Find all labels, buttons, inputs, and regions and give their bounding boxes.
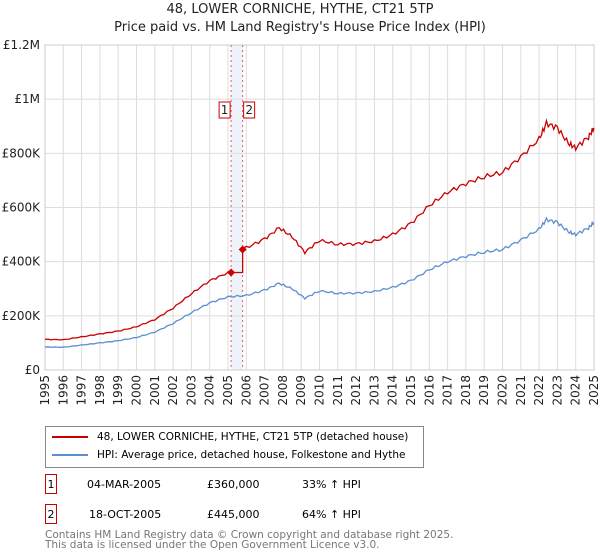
x-tick-label: 2015 — [404, 375, 418, 406]
x-tick-label: 2021 — [514, 375, 528, 406]
sale-price: £360,000 — [207, 477, 260, 491]
sale-point-1 — [227, 268, 236, 277]
sale-date: 04-MAR-2005 — [87, 477, 162, 491]
plot-frame — [44, 44, 595, 371]
sale-label-box-2 — [243, 101, 256, 119]
x-tick-label: 2012 — [349, 375, 363, 406]
x-tick-label: 1998 — [93, 375, 107, 406]
y-tick-label: £0 — [25, 363, 40, 377]
y-tick-label: £800K — [2, 146, 42, 160]
y-tick-label: £200K — [2, 309, 42, 323]
chart-plot: 1995 1996 1997 1998 1999 2000 2001 2002 2003 2004… — [2, 38, 600, 406]
y-tick-label: £1.2M — [3, 38, 40, 52]
x-tick-label: 1995 — [38, 375, 52, 406]
chart-title: 48, LOWER CORNICHE, HYTHE, CT21 5TP — [166, 2, 434, 17]
x-tick-label: 2008 — [276, 375, 290, 406]
sale-label-1: 1 — [221, 103, 229, 117]
footer-line-1: Contains HM Land Registry data © Crown c… — [45, 529, 454, 541]
x-tick-label: 2024 — [569, 375, 583, 406]
x-tick-label: 2023 — [550, 375, 564, 406]
x-tick-label: 2020 — [496, 375, 510, 406]
x-tick-label: 2003 — [184, 375, 198, 406]
sale-row-2: 2 18-OCT-2005 £445,000 64% ↑ HPI — [45, 504, 361, 524]
x-tick-label: 2007 — [258, 375, 272, 406]
x-tick-label: 2009 — [294, 375, 308, 406]
x-tick-label: 2014 — [386, 375, 400, 406]
x-tick-label: 2022 — [532, 375, 546, 406]
x-tick-label: 2004 — [203, 375, 217, 406]
legend-red-line — [52, 436, 88, 438]
legend-red-label: 48, LOWER CORNICHE, HYTHE, CT21 5TP (det… — [97, 431, 409, 443]
x-tick-label: 2001 — [148, 375, 162, 406]
x-tick-label: 2000 — [130, 375, 144, 406]
sale-row-1: 1 04-MAR-2005 £360,000 33% ↑ HPI — [45, 474, 361, 494]
x-tick-label: 2013 — [367, 375, 381, 406]
hpi-line — [44, 216, 595, 349]
legend-blue-label: HPI: Average price, detached house, Folk… — [97, 449, 406, 461]
sale-point-2 — [238, 245, 247, 254]
sale-date: 18-OCT-2005 — [89, 507, 162, 521]
sale-price: £445,000 — [207, 507, 260, 521]
x-tick-label: 2018 — [459, 375, 473, 406]
sale-label-box-1 — [218, 101, 231, 119]
y-tick-label: £1M — [14, 92, 40, 106]
legend-blue-line — [52, 454, 88, 456]
footer-line-2: This data is licensed under the Open Gov… — [45, 539, 380, 551]
chart-subtitle: Price paid vs. HM Land Registry's House … — [114, 20, 486, 35]
legend: 48, LOWER CORNICHE, HYTHE, CT21 5TP (det… — [45, 426, 424, 468]
x-tick-label: 2016 — [422, 375, 436, 406]
x-tick-label: 2002 — [166, 375, 180, 406]
sale-hpi: 64% ↑ HPI — [302, 507, 361, 521]
sale-marker-1: 1 — [45, 474, 57, 494]
price-paid-line — [44, 118, 595, 341]
x-tick-label: 2005 — [221, 375, 235, 406]
sale-label-2: 2 — [245, 103, 253, 117]
sale-marker-2: 2 — [45, 504, 57, 524]
x-tick-label: 1999 — [111, 375, 125, 406]
y-tick-label: £600K — [2, 201, 42, 215]
x-tick-label: 2006 — [239, 375, 253, 406]
x-tick-label: 1996 — [56, 375, 70, 406]
x-tick-label: 2017 — [441, 375, 455, 406]
x-tick-label: 2011 — [331, 375, 345, 406]
y-tick-label: £400K — [2, 255, 42, 269]
x-tick-label: 1997 — [75, 375, 89, 406]
footer: Contains HM Land Registry data © Crown c… — [45, 529, 454, 551]
sale-hpi: 33% ↑ HPI — [302, 477, 361, 491]
x-tick-label: 2019 — [477, 375, 491, 406]
x-tick-label: 2025 — [587, 375, 600, 406]
x-tick-label: 2010 — [313, 375, 327, 406]
